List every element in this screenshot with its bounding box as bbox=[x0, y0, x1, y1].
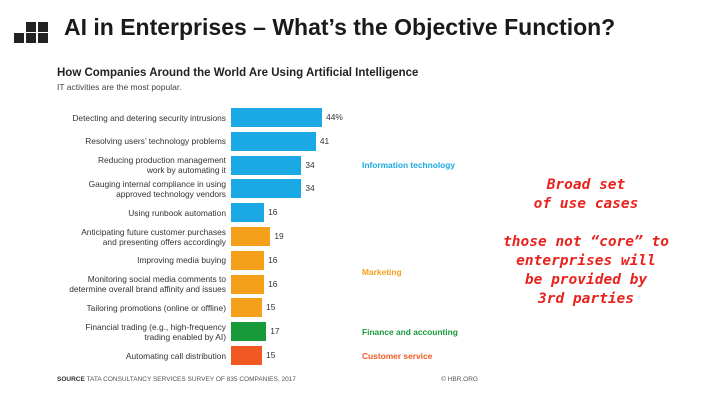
value-label: 44% bbox=[326, 112, 343, 122]
bar bbox=[231, 227, 271, 246]
note-line bbox=[486, 214, 686, 233]
bar bbox=[231, 108, 323, 127]
category-label: Anticipating future customer purchases a… bbox=[81, 226, 226, 247]
value-label: 15 bbox=[266, 350, 276, 360]
note-line: enterprises will bbox=[516, 253, 656, 269]
note-line: of use cases bbox=[533, 196, 639, 212]
annotation-text: Broad set of use cases those not “core” t… bbox=[486, 176, 686, 309]
source-label: SOURCE bbox=[57, 376, 85, 383]
category-label: Gauging internal compliance in using app… bbox=[88, 178, 226, 199]
category-label: Tailoring promotions (online or offline) bbox=[86, 302, 227, 313]
category-label: Using runbook automation bbox=[128, 207, 226, 218]
value-label: 16 bbox=[268, 278, 278, 289]
value-label: 16 bbox=[268, 254, 278, 265]
group-label: Marketing bbox=[362, 267, 402, 278]
category-label: Reducing production management work by a… bbox=[97, 155, 226, 176]
bar bbox=[231, 179, 302, 199]
chart-title: How Companies Around the World Are Using… bbox=[57, 67, 419, 79]
bar bbox=[231, 274, 265, 294]
category-label: Detecting and detering security intrusio… bbox=[72, 112, 226, 123]
category-label: Financial trading (e.g., high-frequency … bbox=[85, 321, 226, 342]
value-label: 17 bbox=[270, 326, 280, 337]
note-line: 3rd parties bbox=[537, 291, 635, 307]
value-label: 34 bbox=[305, 159, 315, 170]
bar bbox=[231, 322, 267, 342]
bar bbox=[231, 250, 265, 270]
logo-icon bbox=[14, 22, 48, 44]
value-label: 15 bbox=[266, 302, 276, 313]
bar bbox=[231, 155, 302, 175]
bar bbox=[231, 346, 263, 365]
group-label: Customer service bbox=[362, 350, 433, 361]
value-label: 41 bbox=[319, 135, 330, 146]
value-label: 34 bbox=[305, 183, 315, 194]
group-label: Finance and accounting bbox=[362, 326, 458, 337]
category-label: Resolving users’ technology problems bbox=[85, 136, 226, 147]
group-label: Information technology bbox=[362, 160, 456, 171]
credit: © HBR.ORG bbox=[441, 376, 478, 383]
note-line: Broad set bbox=[546, 177, 626, 193]
note-line: be provided by bbox=[524, 272, 648, 288]
category-label: Monitoring social media comments to dete… bbox=[69, 274, 226, 295]
note-line: those not “core” to bbox=[503, 234, 669, 250]
category-label: Improving media buying bbox=[137, 255, 226, 266]
slide-title: AI in Enterprises – What’s the Objective… bbox=[64, 14, 616, 40]
source-text: TATA CONSULTANCY SERVICES SURVEY OF 835 … bbox=[86, 376, 296, 383]
chart-subtitle: IT activities are the most popular. bbox=[57, 82, 182, 92]
value-label: 16 bbox=[268, 207, 278, 218]
source-note: SOURCE TATA CONSULTANCY SERVICES SURVEY … bbox=[57, 376, 296, 383]
value-label: 19 bbox=[274, 231, 284, 241]
bar bbox=[231, 203, 265, 223]
bar bbox=[231, 298, 263, 318]
category-label: Automating call distribution bbox=[125, 350, 226, 361]
bar bbox=[231, 131, 316, 151]
